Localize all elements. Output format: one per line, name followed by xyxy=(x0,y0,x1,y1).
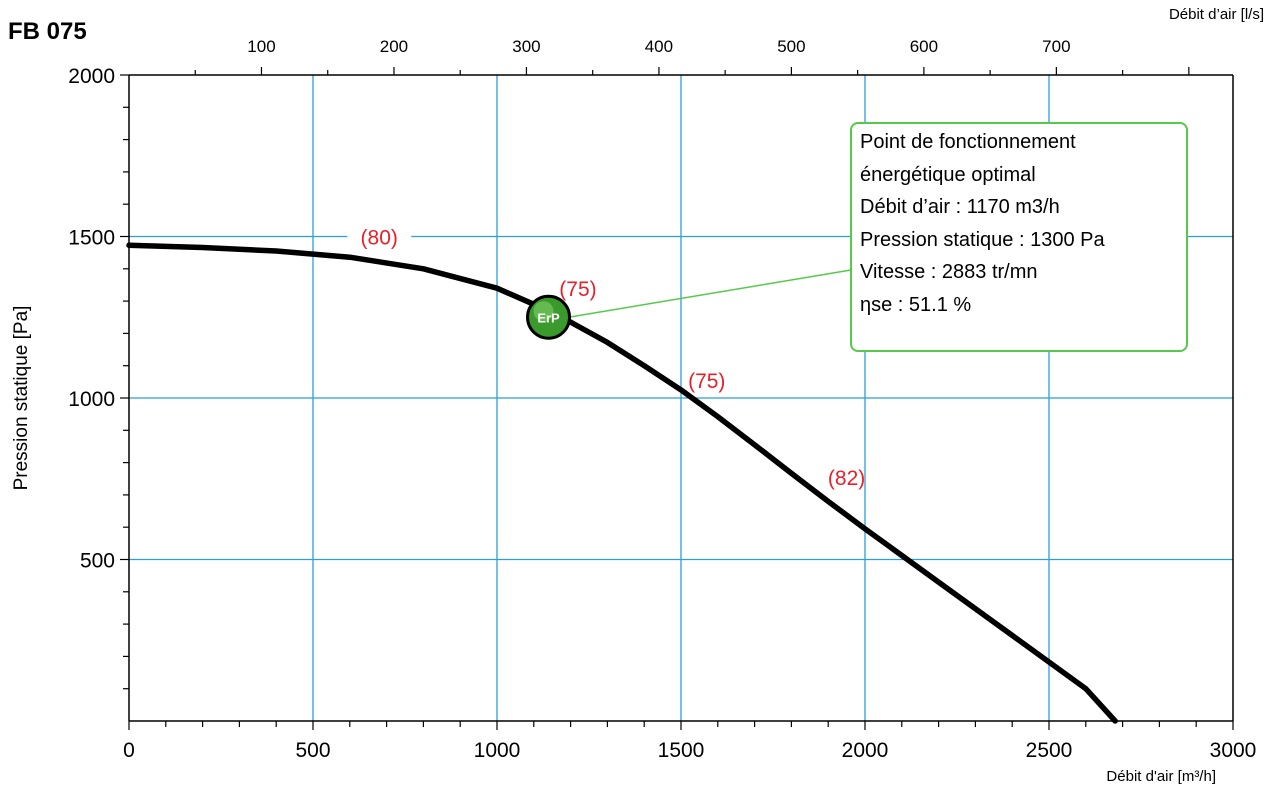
x-tick-label: 500 xyxy=(295,739,330,762)
chart-title: FB 075 xyxy=(8,18,87,45)
x2-tick-label: 500 xyxy=(777,37,805,56)
y-tick-label: 1500 xyxy=(68,227,115,250)
x-tick-label: 3000 xyxy=(1210,739,1257,762)
info-line-speed: Vitesse : 2883 tr/mn xyxy=(860,261,1038,283)
efficiency-label-bg xyxy=(347,222,412,251)
y-tick-label: 2000 xyxy=(68,65,115,88)
info-line-2: énergétique optimal xyxy=(860,163,1036,186)
x-axis-label-ls: Débit d’air [l/s] xyxy=(1168,6,1264,23)
efficiency-label: (75) xyxy=(688,370,725,393)
y-axis-label: Pression statique [Pa] xyxy=(11,305,32,491)
y-tick-label: 500 xyxy=(80,550,115,573)
x-tick-label: 1500 xyxy=(658,739,705,762)
x-tick-label: 0 xyxy=(123,739,135,762)
x-tick-label: 2000 xyxy=(842,739,889,762)
erp-badge-highlight xyxy=(533,301,554,322)
efficiency-label: (80) xyxy=(361,227,398,250)
info-line-efficiency: ηse : 51.1 % xyxy=(860,293,972,316)
x2-tick-label: 200 xyxy=(380,37,408,56)
optimal-point-info-box: Point de fonctionnement énergétique opti… xyxy=(850,122,1188,352)
x-tick-label: 2500 xyxy=(1026,739,1073,762)
x2-tick-label: 700 xyxy=(1042,37,1070,56)
efficiency-label: (82) xyxy=(828,467,865,490)
x2-tick-label: 300 xyxy=(512,37,540,56)
info-line-flow: Débit d’air : 1170 m3/h xyxy=(860,196,1060,218)
x2-tick-label: 100 xyxy=(247,37,275,56)
x2-tick-label: 600 xyxy=(910,37,938,56)
efficiency-label: (75) xyxy=(559,278,596,301)
x2-tick-label: 400 xyxy=(645,37,673,56)
x-tick-label: 1000 xyxy=(474,739,521,762)
erp-badge-label: ErP xyxy=(537,310,560,325)
fan-performance-curve xyxy=(126,242,1118,724)
info-connector-line xyxy=(568,269,852,318)
info-line-1: Point de fonctionnement xyxy=(860,131,1076,153)
y-tick-label: 1000 xyxy=(68,388,115,411)
x-axis-label-m3h: Débit d'air [m³/h] xyxy=(1106,768,1216,785)
info-line-pressure: Pression statique : 1300 Pa xyxy=(860,228,1105,251)
